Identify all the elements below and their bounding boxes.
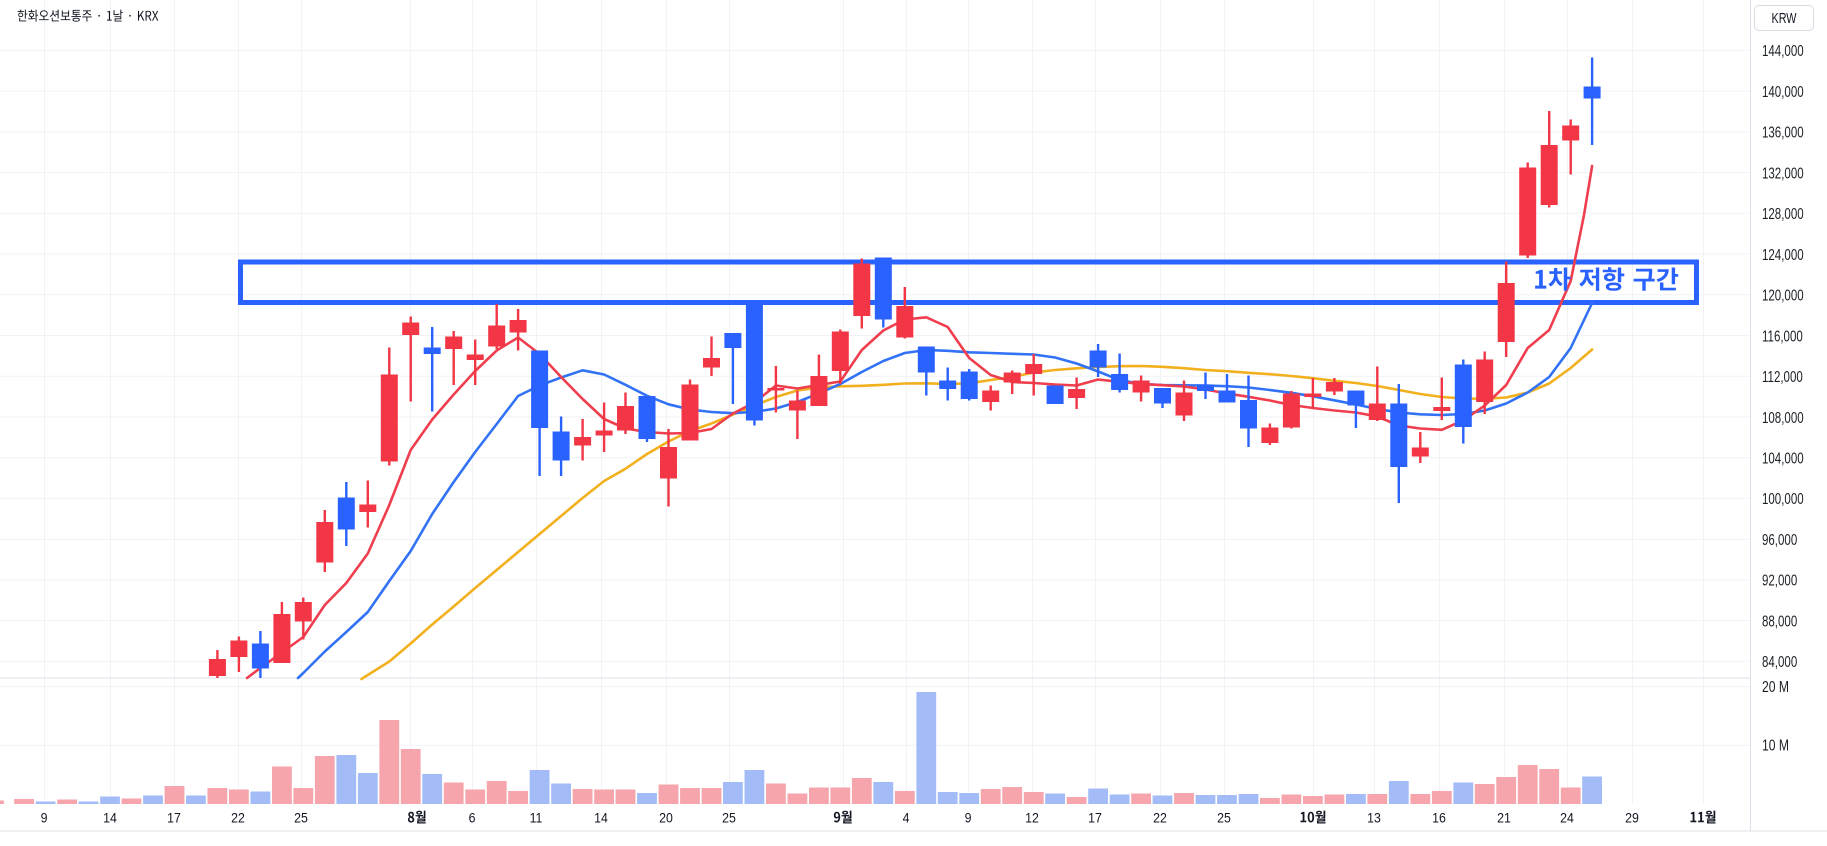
- svg-text:124,000: 124,000: [1762, 245, 1804, 263]
- svg-text:96,000: 96,000: [1762, 530, 1797, 548]
- svg-text:14: 14: [103, 809, 117, 825]
- svg-text:17: 17: [1088, 809, 1102, 825]
- svg-text:9: 9: [965, 809, 972, 825]
- svg-text:132,000: 132,000: [1762, 163, 1804, 181]
- svg-text:116,000: 116,000: [1762, 326, 1803, 344]
- svg-text:140,000: 140,000: [1762, 82, 1804, 100]
- svg-text:22: 22: [1153, 809, 1167, 825]
- svg-text:12: 12: [1025, 809, 1039, 825]
- svg-text:17: 17: [167, 809, 181, 825]
- svg-text:22: 22: [231, 809, 245, 825]
- svg-text:84,000: 84,000: [1762, 652, 1797, 670]
- svg-text:92,000: 92,000: [1762, 571, 1797, 589]
- svg-text:25: 25: [1217, 809, 1231, 825]
- svg-text:13: 13: [1367, 809, 1381, 825]
- svg-text:11: 11: [530, 809, 543, 825]
- svg-text:128,000: 128,000: [1762, 204, 1804, 222]
- svg-text:9: 9: [41, 809, 48, 825]
- svg-text:25: 25: [722, 809, 736, 825]
- svg-text:100,000: 100,000: [1762, 489, 1804, 507]
- svg-text:14: 14: [594, 809, 608, 825]
- svg-text:6: 6: [469, 809, 476, 825]
- svg-text:120,000: 120,000: [1762, 286, 1804, 304]
- svg-text:29: 29: [1625, 809, 1639, 825]
- svg-text:136,000: 136,000: [1762, 123, 1804, 141]
- svg-text:4: 4: [903, 809, 910, 825]
- svg-text:KRW: KRW: [1772, 9, 1798, 26]
- svg-text:10 M: 10 M: [1762, 737, 1789, 755]
- svg-text:21: 21: [1497, 809, 1511, 825]
- svg-text:20: 20: [659, 809, 673, 825]
- svg-text:24: 24: [1560, 809, 1574, 825]
- svg-text:144,000: 144,000: [1762, 41, 1804, 59]
- svg-text:16: 16: [1432, 809, 1446, 825]
- svg-text:112,000: 112,000: [1762, 367, 1803, 385]
- svg-text:88,000: 88,000: [1762, 611, 1797, 629]
- svg-text:20 M: 20 M: [1762, 678, 1789, 696]
- svg-text:104,000: 104,000: [1762, 449, 1804, 467]
- svg-text:108,000: 108,000: [1762, 408, 1804, 426]
- svg-text:25: 25: [294, 809, 308, 825]
